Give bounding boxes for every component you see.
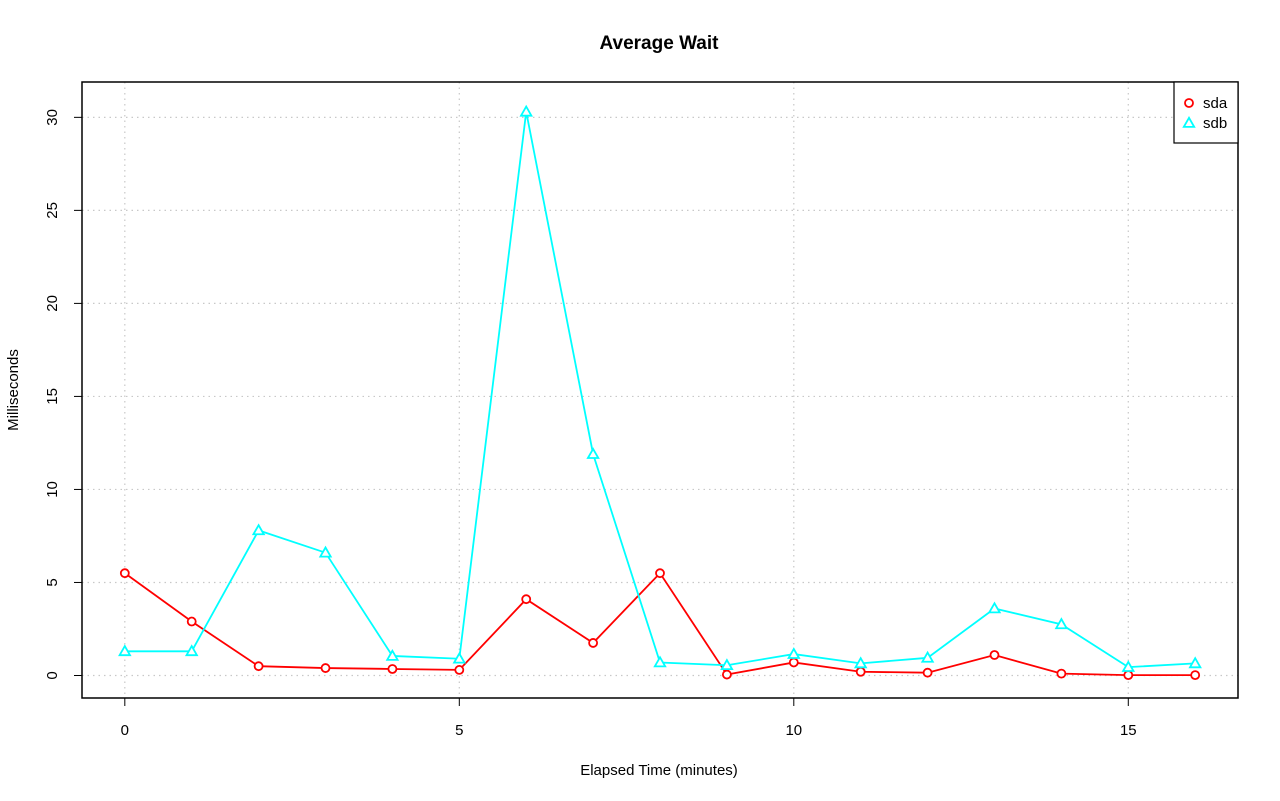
data-point-sdb	[920, 650, 935, 663]
series-line-sdb	[124, 111, 1196, 669]
data-point-sdb	[1054, 617, 1069, 630]
data-point-sdb	[1121, 660, 1136, 672]
series-layer	[118, 104, 1202, 681]
data-point-sdb	[653, 655, 667, 668]
chart-title: Average Wait	[600, 33, 720, 54]
y-tick-label: 15	[44, 388, 61, 405]
data-point-sda	[253, 661, 264, 672]
x-axis: 0 5 10 15	[121, 697, 1137, 739]
data-point-sdb	[318, 545, 333, 558]
y-axis: 0 5 10 15 20 25 30	[44, 109, 83, 680]
x-tick-label: 0	[121, 722, 129, 739]
data-point-sdb	[787, 647, 801, 659]
x-tick-label: 10	[785, 722, 802, 739]
y-tick-label: 10	[44, 481, 61, 498]
series-sdb	[118, 104, 1202, 672]
x-tick-label: 5	[455, 722, 463, 739]
data-point-sdb	[251, 523, 266, 536]
grid	[82, 82, 1238, 698]
data-point-sda	[1123, 670, 1134, 681]
y-tick-label: 25	[44, 202, 61, 219]
plot-frame	[81, 81, 1239, 699]
data-point-sda	[1190, 670, 1201, 681]
legend-box	[1173, 81, 1239, 144]
legend-label-sda: sda	[1203, 95, 1228, 112]
data-point-sdb	[184, 644, 199, 657]
data-point-sda	[521, 594, 532, 605]
data-point-sdb	[853, 656, 868, 669]
data-point-sda	[454, 665, 465, 675]
y-tick-label: 5	[44, 578, 61, 586]
data-point-sda	[855, 666, 866, 677]
x-tick-label: 15	[1120, 722, 1137, 739]
data-point-sdb	[720, 658, 734, 671]
x-axis-label: Elapsed Time (minutes)	[580, 762, 738, 779]
data-point-sda	[186, 616, 197, 627]
data-point-sda	[1056, 668, 1067, 679]
data-point-sda	[721, 669, 732, 680]
y-tick-label: 30	[44, 109, 61, 126]
legend-marker-sda	[1184, 98, 1194, 108]
data-point-sda	[788, 657, 799, 668]
data-point-sdb	[1188, 656, 1202, 669]
legend-marker-sdb	[1182, 115, 1196, 128]
data-point-sda	[655, 568, 665, 579]
data-point-sda	[320, 663, 331, 673]
series-sda	[119, 568, 1201, 681]
y-axis-label: Milliseconds	[5, 349, 22, 431]
data-point-sdb	[452, 651, 467, 664]
data-point-sdb	[987, 601, 1002, 614]
data-point-sdb	[118, 644, 132, 657]
data-point-sda	[989, 650, 1000, 660]
legend-label-sdb: sdb	[1203, 115, 1227, 132]
data-point-sdb	[519, 104, 533, 117]
y-tick-label: 20	[44, 295, 61, 312]
data-point-sda	[922, 667, 933, 678]
data-point-sdb	[385, 648, 400, 661]
data-point-sda	[119, 568, 130, 579]
legend: sda sdb	[1173, 81, 1239, 144]
data-point-sda	[387, 664, 398, 674]
data-point-sdb	[586, 447, 600, 459]
data-point-sda	[588, 638, 599, 648]
y-tick-label: 0	[44, 671, 61, 679]
